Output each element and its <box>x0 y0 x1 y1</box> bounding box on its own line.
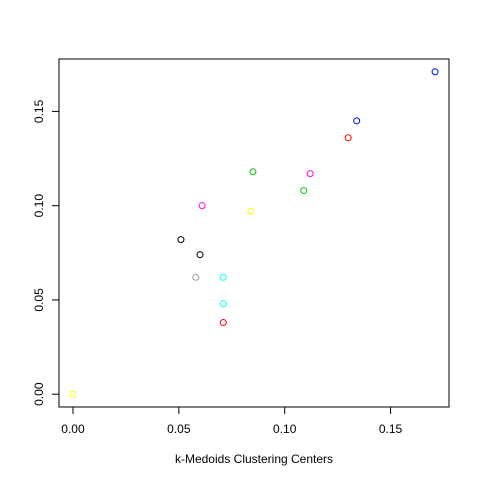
data-point <box>306 170 314 178</box>
data-point <box>69 390 77 398</box>
y-axis: 0.00 0.05 0.10 0.15 <box>32 99 60 406</box>
y-tick-label: 0.00 <box>32 382 46 406</box>
data-points <box>69 68 439 398</box>
data-point <box>247 207 255 215</box>
data-point <box>353 117 361 125</box>
data-point <box>249 168 257 176</box>
data-point <box>177 236 185 244</box>
data-point <box>198 202 206 210</box>
data-point <box>219 273 227 281</box>
x-tick-label: 0.15 <box>379 422 403 436</box>
data-point <box>196 251 204 259</box>
x-tick-label: 0.00 <box>61 422 85 436</box>
data-point <box>300 187 308 195</box>
x-axis: 0.00 0.05 0.10 0.15 <box>61 406 403 436</box>
x-axis-title: k-Medoids Clustering Centers <box>175 452 333 466</box>
y-tick-label: 0.10 <box>32 194 46 218</box>
data-point <box>344 134 352 142</box>
data-point <box>219 319 227 327</box>
data-point <box>431 68 439 76</box>
data-point <box>219 300 227 308</box>
y-tick-label: 0.15 <box>32 99 46 123</box>
x-tick-label: 0.10 <box>273 422 297 436</box>
data-point <box>192 273 200 281</box>
y-tick-label: 0.05 <box>32 288 46 312</box>
x-tick-label: 0.05 <box>167 422 191 436</box>
